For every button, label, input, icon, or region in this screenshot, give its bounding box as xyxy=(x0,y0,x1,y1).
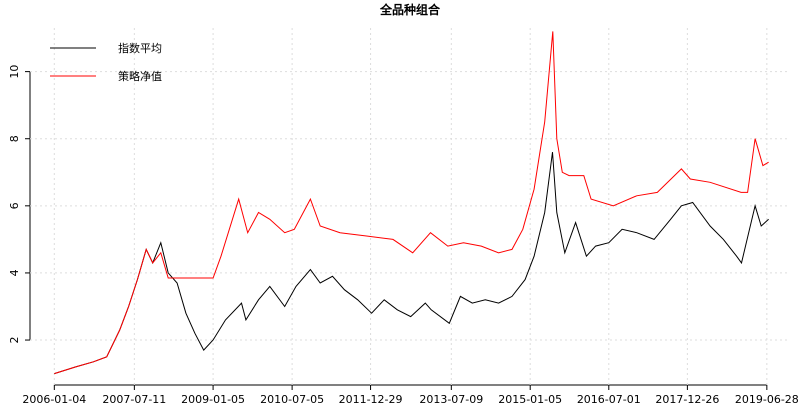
x-tick-label: 2016-07-01 xyxy=(577,393,641,406)
series-line xyxy=(54,31,769,375)
x-tick-label: 2017-12-26 xyxy=(655,393,719,406)
legend-label: 策略净值 xyxy=(118,69,162,83)
x-tick-label: 2009-01-05 xyxy=(181,393,245,406)
x-tick-label: 2007-07-11 xyxy=(102,393,166,406)
series-line xyxy=(54,152,769,375)
x-tick-label: 2011-12-29 xyxy=(339,393,403,406)
x-tick-label: 2010-07-05 xyxy=(260,393,324,406)
y-tick-label: 10 xyxy=(8,65,21,79)
x-tick-label: 2006-01-04 xyxy=(22,393,86,406)
y-tick-label: 8 xyxy=(8,135,21,142)
chart-title: 全品种组合 xyxy=(379,2,441,17)
y-tick-label: 4 xyxy=(8,269,21,276)
y-tick-label: 6 xyxy=(8,202,21,209)
y-tick-label: 2 xyxy=(8,337,21,344)
legend-label: 指数平均 xyxy=(118,41,162,55)
x-tick-label: 2019-06-28 xyxy=(735,393,799,406)
x-tick-label: 2013-07-09 xyxy=(419,393,483,406)
x-tick-label: 2015-01-05 xyxy=(498,393,562,406)
